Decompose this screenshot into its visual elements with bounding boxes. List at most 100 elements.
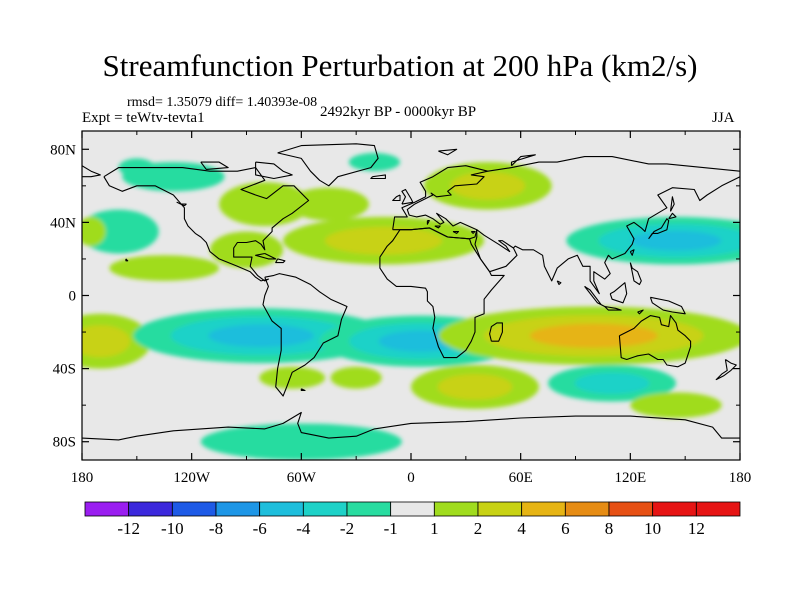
x-tick-label: 120E bbox=[614, 470, 646, 486]
colorbar-label: 8 bbox=[605, 519, 614, 538]
coastline-0 bbox=[103, 167, 310, 282]
colorbar-box bbox=[477, 501, 523, 517]
coastline-15 bbox=[649, 296, 686, 315]
y-tick-label: 40N bbox=[50, 215, 76, 231]
colorbar-box bbox=[695, 501, 741, 517]
coastline-12 bbox=[584, 285, 606, 308]
coastline-30 bbox=[300, 388, 306, 392]
anomaly-9-level-2 bbox=[288, 187, 369, 221]
x-tick-label: 60E bbox=[509, 470, 533, 486]
coastline-6 bbox=[513, 176, 740, 295]
coastline-38 bbox=[629, 249, 635, 256]
coastline-39 bbox=[637, 309, 644, 315]
coastline-35 bbox=[434, 225, 441, 229]
x-tick-label: 120W bbox=[173, 470, 211, 486]
coastline-34 bbox=[426, 220, 430, 225]
colorbar-box bbox=[521, 501, 566, 517]
coastline-32 bbox=[668, 212, 677, 220]
period-text: 2492kyr BP - 0000kyr BP bbox=[320, 104, 477, 120]
y-axis: 80N 40N 0 40S 80S bbox=[50, 142, 740, 451]
colorbar-label: -6 bbox=[253, 519, 267, 538]
colorbar-box bbox=[259, 501, 304, 517]
coastlines bbox=[82, 143, 740, 441]
colorbar: -12 -10 -8 -6 -4 -2 -1 1 2 4 6 8 10 12 bbox=[84, 501, 741, 538]
colorbar-label: 2 bbox=[474, 519, 483, 538]
anomaly-16-level-2 bbox=[630, 392, 722, 418]
anomaly-18-level-2 bbox=[330, 366, 382, 389]
anomaly-7-level--1 bbox=[82, 209, 159, 254]
colorbar-label: 4 bbox=[517, 519, 526, 538]
coastline-3 bbox=[379, 227, 505, 359]
coastline-25 bbox=[82, 165, 101, 178]
coastline-36 bbox=[452, 230, 460, 234]
y-tick-label: 0 bbox=[69, 289, 77, 305]
anomaly-11-level-4 bbox=[450, 171, 526, 200]
colorbar-box bbox=[171, 501, 217, 517]
colorbar-box bbox=[608, 501, 654, 517]
colorbar-box bbox=[433, 501, 479, 517]
coastline-20 bbox=[82, 411, 740, 441]
coastline-29 bbox=[392, 194, 401, 202]
colorbar-label: -10 bbox=[161, 519, 184, 538]
x-tick-label: 180 bbox=[71, 470, 94, 486]
colorbar-label: 10 bbox=[644, 519, 661, 538]
colorbar-label: -12 bbox=[117, 519, 140, 538]
x-tick-label: 60W bbox=[287, 470, 317, 486]
coastline-26 bbox=[438, 148, 458, 156]
anomaly-13-level--1 bbox=[200, 423, 402, 460]
anomaly-14-level-4 bbox=[437, 374, 513, 400]
x-axis: 180 120W 60W 0 60E 120E 180 bbox=[71, 131, 752, 486]
stats-text: rmsd= 1.35079 diff= 1.40393e-08 bbox=[127, 95, 318, 110]
coastline-17 bbox=[277, 143, 379, 187]
anomaly-19-level--1 bbox=[348, 152, 401, 172]
coastline-1 bbox=[262, 273, 348, 397]
colorbar-label: -4 bbox=[296, 519, 311, 538]
chart-title: Streamfunction Perturbation at 200 hPa (… bbox=[102, 48, 698, 83]
coastline-23 bbox=[275, 258, 286, 264]
colorbar-box bbox=[390, 501, 435, 517]
coastline-22 bbox=[255, 252, 277, 260]
colorbar-box bbox=[215, 501, 261, 517]
anomaly-0-level-4 bbox=[82, 325, 131, 358]
anomaly-17-level-2 bbox=[259, 366, 326, 389]
colorbar-box bbox=[652, 501, 697, 517]
colorbar-label: 6 bbox=[561, 519, 570, 538]
anomaly-1-level--4 bbox=[208, 324, 314, 348]
y-tick-label: 80N bbox=[50, 142, 76, 158]
coastline-19 bbox=[255, 161, 293, 180]
colorbar-label: -2 bbox=[340, 519, 354, 538]
anomaly-12-level--4 bbox=[630, 230, 722, 251]
season-text: JJA bbox=[712, 110, 735, 126]
coastline-31 bbox=[669, 196, 675, 212]
anomaly-15-level--2 bbox=[574, 372, 650, 394]
coastline-5 bbox=[487, 156, 740, 172]
coastline-24 bbox=[176, 201, 187, 207]
coastline-8 bbox=[648, 218, 670, 240]
x-tick-label: 180 bbox=[729, 470, 752, 486]
coastline-11 bbox=[489, 322, 503, 342]
anomaly-3-level-6 bbox=[529, 323, 658, 348]
anomaly-6-level-2 bbox=[209, 231, 284, 269]
coastline-33 bbox=[125, 258, 129, 262]
coastline-28 bbox=[556, 280, 562, 286]
x-tick-label: 0 bbox=[407, 470, 415, 486]
anomaly-field bbox=[82, 152, 740, 460]
coastline-21 bbox=[370, 174, 386, 180]
colorbar-box bbox=[128, 501, 173, 517]
anomaly-4-level-4 bbox=[324, 226, 443, 255]
y-tick-label: 40S bbox=[53, 362, 76, 378]
coastline-27 bbox=[510, 154, 536, 167]
coastline-7 bbox=[401, 188, 414, 205]
coastline-9 bbox=[618, 315, 692, 368]
coastline-14 bbox=[609, 282, 628, 304]
anomaly-5-level-2 bbox=[109, 255, 220, 281]
y-tick-label: 80S bbox=[53, 435, 76, 451]
colorbar-label: 12 bbox=[688, 519, 705, 538]
coastline-16 bbox=[629, 262, 642, 286]
colorbar-label: -1 bbox=[384, 519, 398, 538]
anomaly-8-level-2 bbox=[219, 182, 311, 227]
anomaly-21-level-2 bbox=[82, 216, 106, 247]
colorbar-box bbox=[564, 501, 610, 517]
colorbar-box bbox=[346, 501, 392, 517]
